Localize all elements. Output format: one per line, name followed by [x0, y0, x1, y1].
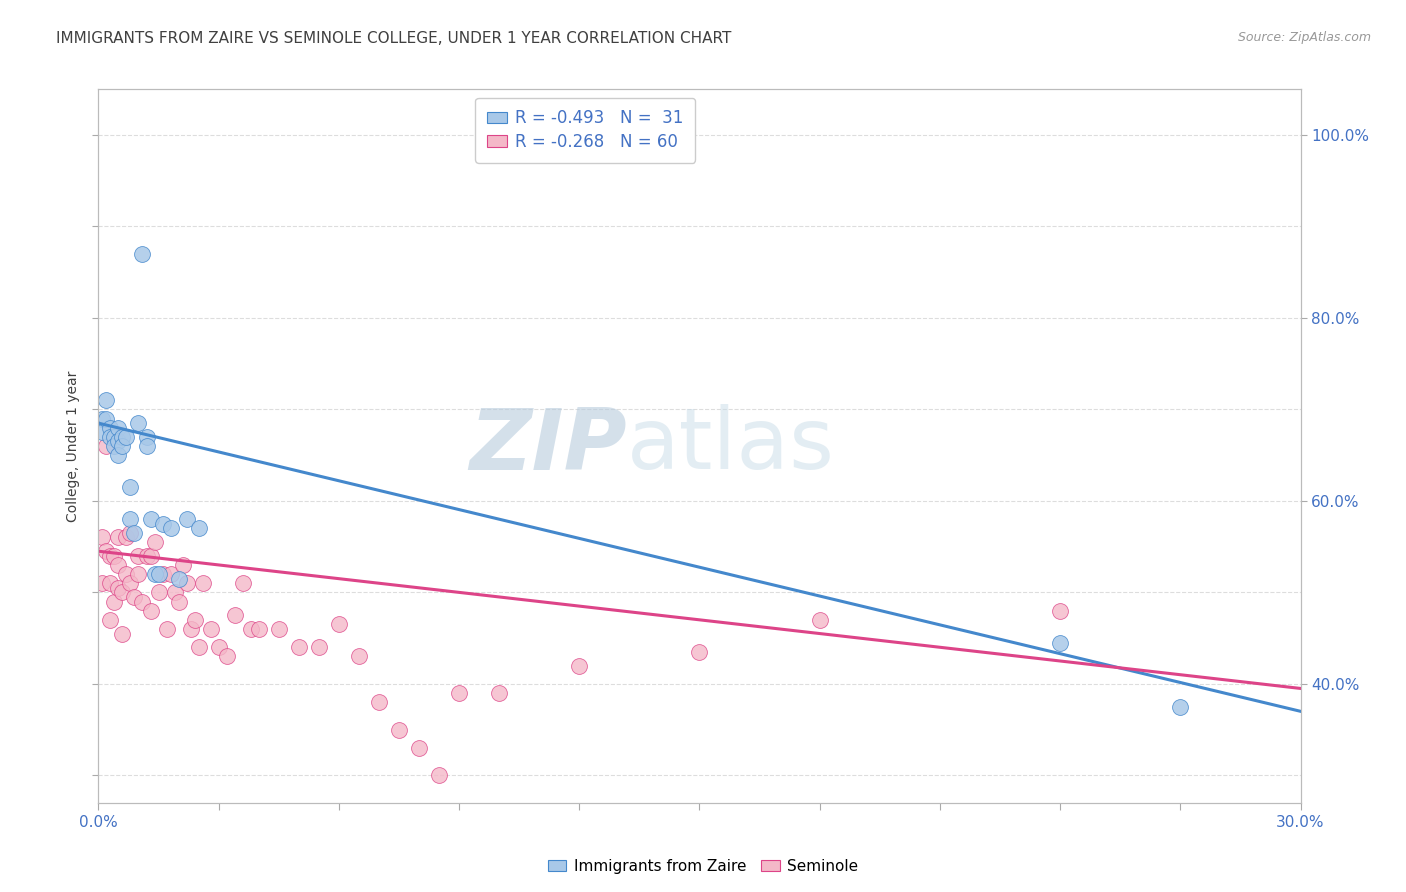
Point [107, 531, 129, 545]
Point [368, 695, 391, 709]
Point [124, 590, 146, 604]
Text: atlas: atlas [627, 404, 835, 488]
Point [347, 649, 370, 664]
Point [139, 512, 162, 526]
Point [120, 480, 142, 494]
Point [103, 594, 125, 608]
Point [247, 622, 270, 636]
Point [131, 594, 153, 608]
Point [208, 640, 231, 655]
Text: Source: ZipAtlas.com: Source: ZipAtlas.com [1237, 31, 1371, 45]
Point [139, 549, 162, 563]
Point [239, 622, 262, 636]
Point [107, 558, 129, 572]
Point [91, 425, 114, 440]
Point [159, 567, 181, 582]
Point [232, 576, 254, 591]
Point [328, 617, 350, 632]
Point [120, 576, 142, 591]
Point [163, 585, 186, 599]
Point [808, 613, 831, 627]
Point [100, 576, 122, 591]
Point [167, 594, 190, 608]
Point [91, 531, 114, 545]
Point [91, 576, 114, 591]
Point [120, 512, 142, 526]
Point [568, 658, 591, 673]
Point [187, 640, 209, 655]
Point [100, 430, 122, 444]
Point [115, 430, 138, 444]
Point [388, 723, 411, 737]
Point [191, 576, 214, 591]
Point [148, 585, 170, 599]
Point [155, 622, 177, 636]
Point [111, 585, 134, 599]
Text: ZIP: ZIP [470, 404, 627, 488]
Legend: Immigrants from Zaire, Seminole: Immigrants from Zaire, Seminole [541, 853, 865, 880]
Point [159, 521, 181, 535]
Point [120, 525, 142, 540]
Legend: R = -0.493   N =  31, R = -0.268   N = 60: R = -0.493 N = 31, R = -0.268 N = 60 [475, 97, 696, 162]
Point [1049, 636, 1071, 650]
Text: IMMIGRANTS FROM ZAIRE VS SEMINOLE COLLEGE, UNDER 1 YEAR CORRELATION CHART: IMMIGRANTS FROM ZAIRE VS SEMINOLE COLLEG… [56, 31, 731, 46]
Point [152, 516, 174, 531]
Point [103, 439, 125, 453]
Point [288, 640, 311, 655]
Point [111, 626, 134, 640]
Point [187, 521, 209, 535]
Point [100, 420, 122, 434]
Point [96, 439, 118, 453]
Point [96, 393, 118, 408]
Point [91, 411, 114, 425]
Point [215, 649, 238, 664]
Point [267, 622, 290, 636]
Point [107, 581, 129, 595]
Point [107, 434, 129, 449]
Point [128, 416, 150, 430]
Point [100, 613, 122, 627]
Point [172, 558, 194, 572]
Point [139, 604, 162, 618]
Point [224, 608, 246, 623]
Point [308, 640, 330, 655]
Point [96, 544, 118, 558]
Point [143, 535, 166, 549]
Point [115, 531, 138, 545]
Point [200, 622, 222, 636]
Point [124, 525, 146, 540]
Point [488, 686, 510, 700]
Point [96, 411, 118, 425]
Point [176, 576, 198, 591]
Point [128, 549, 150, 563]
Point [131, 247, 153, 261]
Point [107, 420, 129, 434]
Point [107, 448, 129, 462]
Point [128, 567, 150, 582]
Y-axis label: College, Under 1 year: College, Under 1 year [66, 370, 80, 522]
Point [135, 430, 157, 444]
Point [689, 645, 711, 659]
Point [111, 439, 134, 453]
Point [135, 439, 157, 453]
Point [115, 567, 138, 582]
Point [167, 572, 190, 586]
Point [447, 686, 470, 700]
Point [1049, 604, 1071, 618]
Point [103, 549, 125, 563]
Point [100, 549, 122, 563]
Point [148, 567, 170, 582]
Point [152, 567, 174, 582]
Point [408, 740, 430, 755]
Point [103, 430, 125, 444]
Point [111, 430, 134, 444]
Point [427, 768, 450, 782]
Point [176, 512, 198, 526]
Point [1170, 699, 1192, 714]
Point [135, 549, 157, 563]
Point [183, 613, 205, 627]
Point [143, 567, 166, 582]
Point [180, 622, 202, 636]
